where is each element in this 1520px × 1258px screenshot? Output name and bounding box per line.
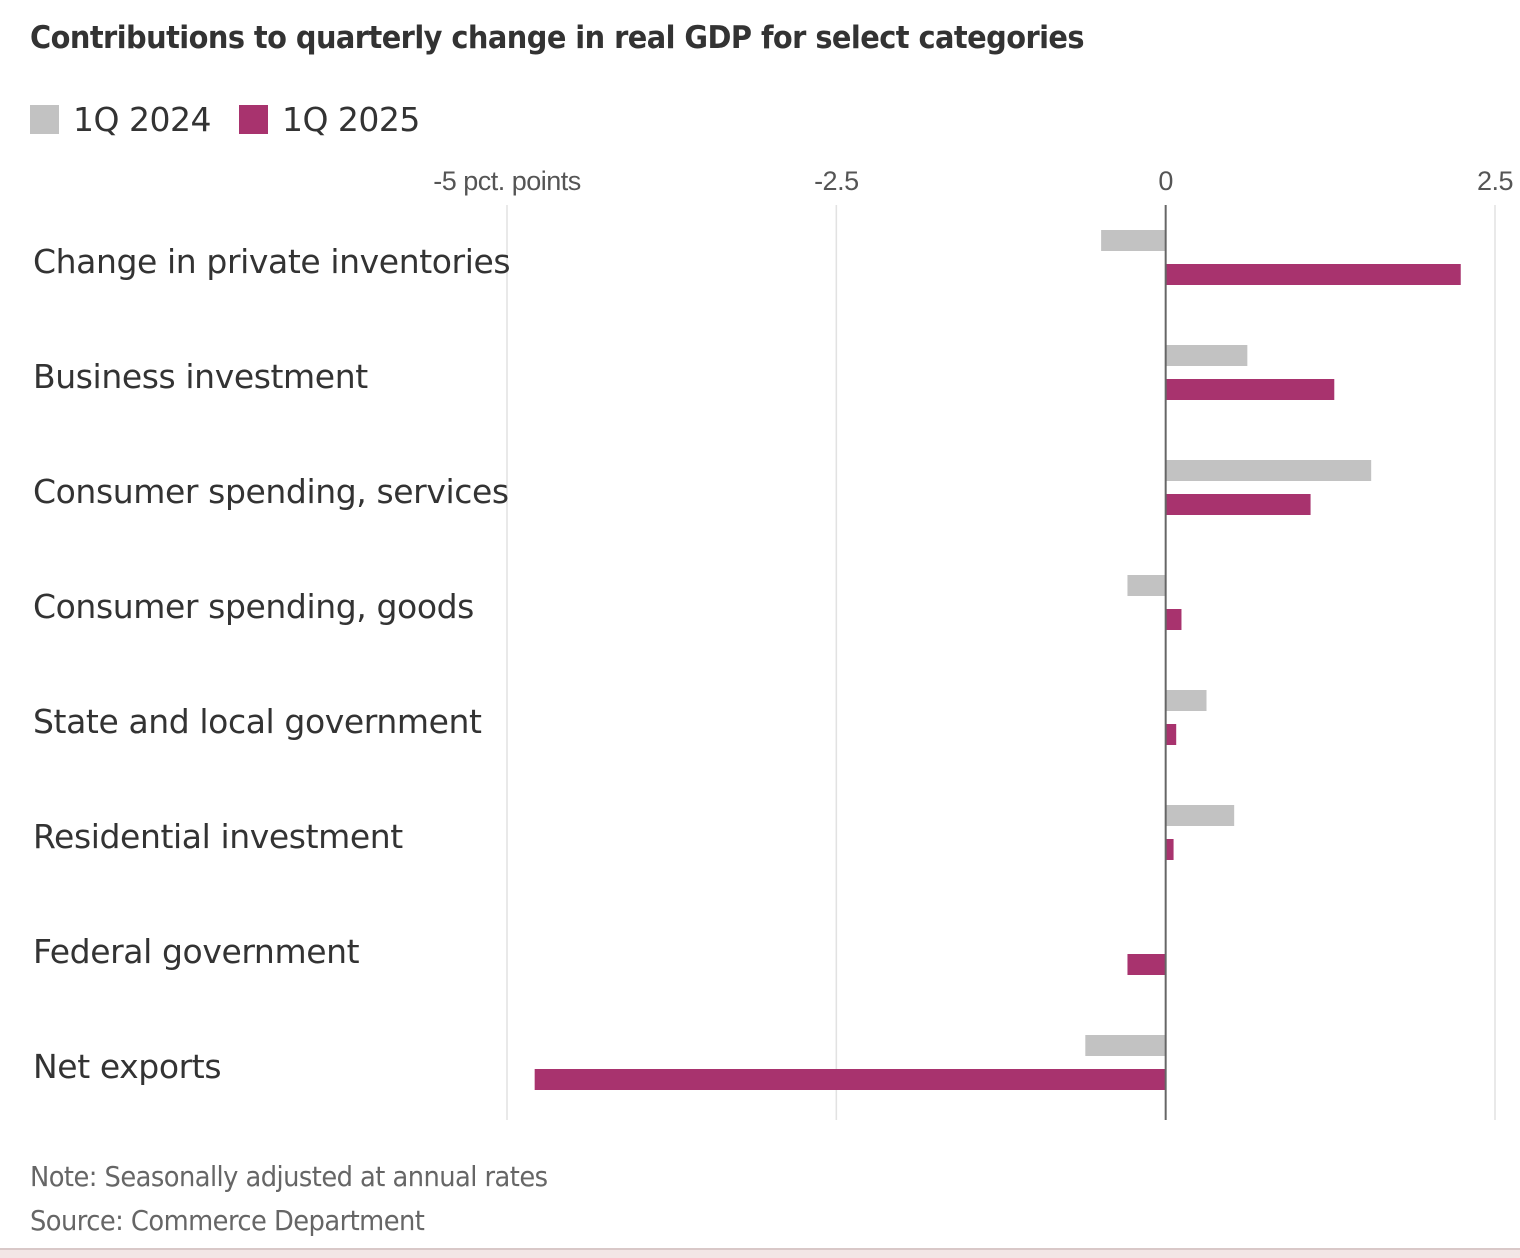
x-tick-label: 0 [1158, 166, 1173, 196]
x-tick-label: -2.5 [814, 166, 859, 196]
x-tick-label: 2.5 [1477, 166, 1513, 196]
bar-1q-2025 [1165, 724, 1177, 745]
chart-footer: Note: Seasonally adjusted at annual rate… [30, 1155, 548, 1243]
bar-1q-2025 [1127, 954, 1166, 975]
category-label: Federal government [33, 932, 360, 971]
category-label: Business investment [33, 357, 368, 396]
x-tick-label: -5 pct. points [433, 166, 581, 196]
bar-1q-2025 [1165, 494, 1311, 515]
bar-1q-2025 [1165, 839, 1174, 860]
category-label: Consumer spending, services [33, 472, 509, 511]
category-label: Net exports [33, 1047, 221, 1086]
source-text: Source: Commerce Department [30, 1204, 425, 1237]
legend-label-1q-2025: 1Q 2025 [281, 100, 420, 139]
legend-item-1q-2024: 1Q 2024 [30, 100, 211, 139]
category-label: Change in private inventories [33, 242, 510, 281]
bar-1q-2024 [1165, 460, 1372, 481]
legend-item-1q-2025: 1Q 2025 [238, 100, 420, 139]
bar-1q-2025 [534, 1069, 1166, 1090]
bar-1q-2025 [1165, 379, 1335, 400]
bar-1q-2024 [1085, 1035, 1166, 1056]
bar-1q-2024 [1165, 345, 1248, 366]
category-label: State and local government [33, 702, 482, 741]
category-label: Residential investment [33, 817, 403, 856]
bar-1q-2025 [1165, 264, 1461, 285]
bar-1q-2024 [1101, 230, 1166, 251]
category-label: Consumer spending, goods [33, 587, 474, 626]
legend: 1Q 2024 1Q 2025 [30, 100, 448, 139]
bar-1q-2025 [1165, 609, 1182, 630]
legend-swatch-1q-2024 [30, 105, 59, 134]
note-text: Note: Seasonally adjusted at annual rate… [30, 1160, 548, 1193]
legend-label-1q-2024: 1Q 2024 [73, 100, 211, 139]
chart-title: Contributions to quarterly change in rea… [30, 20, 1085, 56]
bar-1q-2024 [1127, 575, 1166, 596]
legend-swatch-1q-2025 [238, 105, 268, 134]
bar-1q-2024 [1165, 690, 1207, 711]
bar-1q-2024 [1165, 805, 1235, 826]
page-bottom-band [0, 1248, 1520, 1258]
